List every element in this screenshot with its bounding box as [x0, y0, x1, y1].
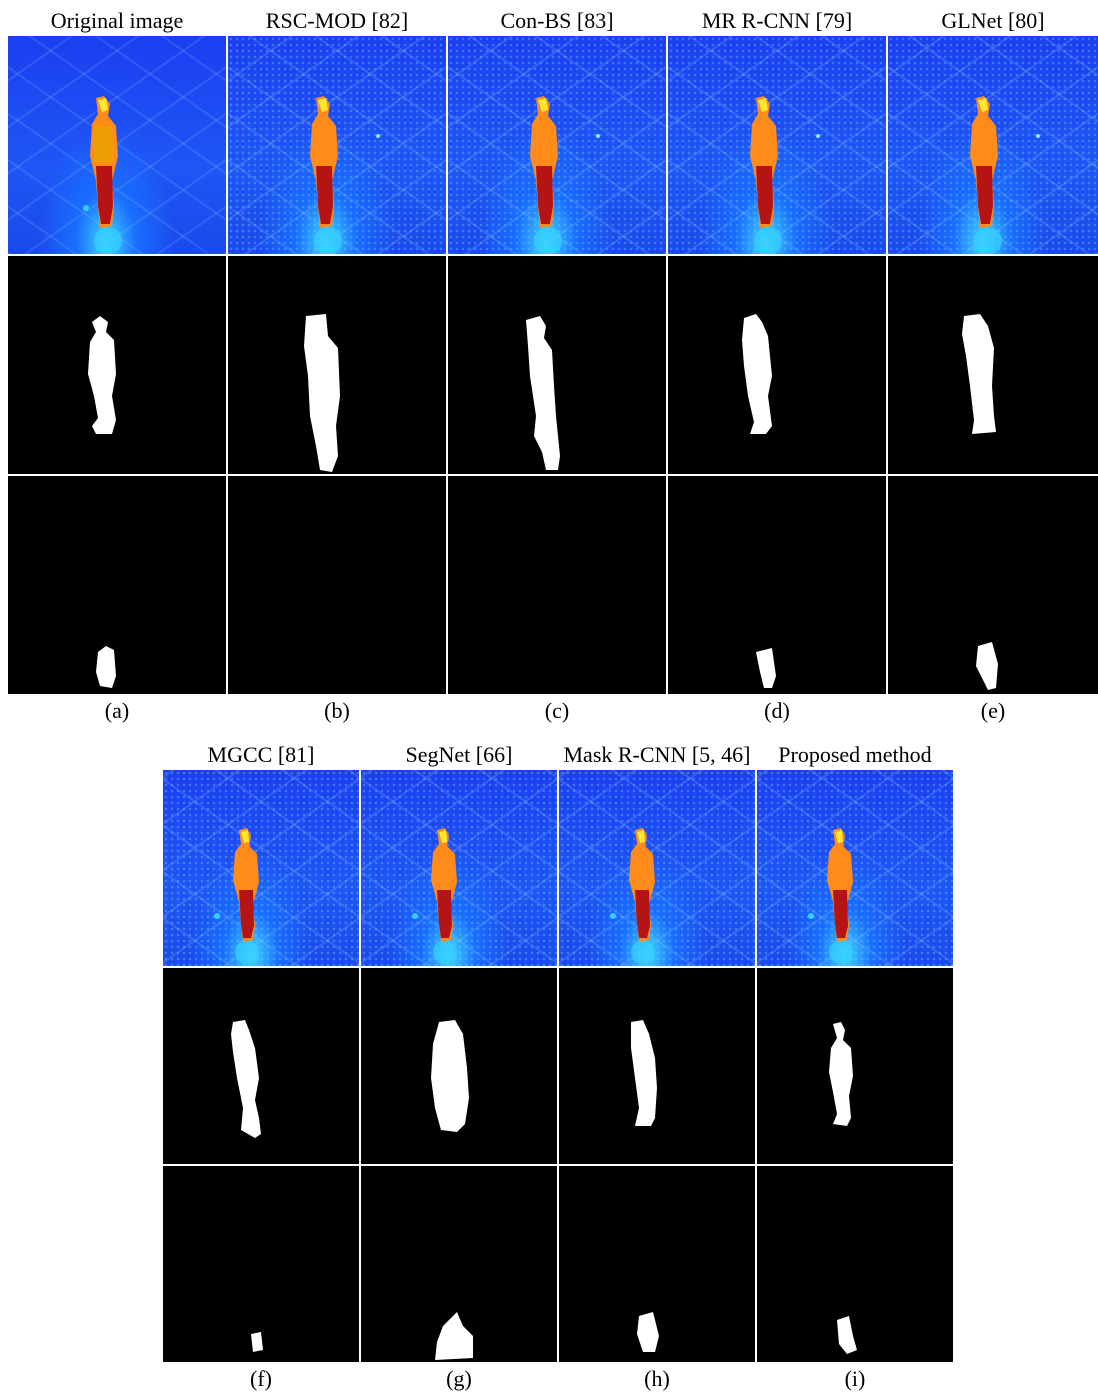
panel-title: MR R-CNN [79]	[701, 8, 853, 33]
segmentation-mask-2	[757, 1166, 953, 1362]
segmentation-mask-1	[668, 256, 886, 474]
bottom-figure-row: MGCC [81] (f)	[163, 740, 953, 1394]
thermal-image	[361, 770, 557, 966]
panel-d: MR R-CNN [79]	[668, 6, 886, 726]
mask-silhouette	[756, 648, 776, 688]
segmentation-mask-2	[559, 1166, 755, 1362]
segmentation-mask-2	[8, 476, 226, 694]
panel-a: Original image	[8, 6, 226, 726]
mask-silhouette	[304, 314, 340, 472]
segmentation-mask-1	[559, 968, 755, 1164]
mask-silhouette	[231, 1020, 261, 1138]
panel-title: Con-BS [83]	[500, 8, 614, 33]
panel-b: RSC-MOD [82] (b)	[228, 6, 446, 726]
mask-silhouette	[631, 1020, 657, 1126]
mask-silhouette	[251, 1332, 263, 1352]
mask-silhouette	[829, 1022, 853, 1126]
thermal-image	[559, 770, 755, 966]
panel-title: Proposed method	[778, 742, 932, 767]
segmentation-mask-1	[361, 968, 557, 1164]
segmentation-mask-1	[448, 256, 666, 474]
mask-silhouette	[96, 646, 116, 688]
mask-silhouette	[435, 1312, 473, 1360]
person-thermal-figure	[808, 828, 853, 964]
segmentation-mask-2	[888, 476, 1098, 694]
mask-silhouette	[431, 1020, 469, 1132]
panel-caption: (c)	[544, 698, 570, 723]
person-thermal-figure	[970, 96, 1040, 254]
panel-e: GLNet [80] (e	[888, 6, 1098, 726]
thermal-image	[757, 770, 953, 966]
thermal-image	[163, 770, 359, 966]
panel-title: GLNet [80]	[941, 8, 1045, 33]
panel-c: Con-BS [83] (c)	[448, 6, 666, 726]
person-thermal-figure	[530, 96, 600, 254]
panel-title: Mask R-CNN [5, 46]	[563, 742, 751, 767]
person-thermal-figure	[83, 96, 122, 254]
thermal-image	[888, 36, 1098, 254]
panel-title: RSC-MOD [82]	[265, 8, 409, 33]
person-thermal-figure	[610, 828, 655, 964]
panel-caption: (b)	[324, 698, 350, 723]
panel-title: MGCC [81]	[207, 742, 315, 767]
segmentation-mask-1	[888, 256, 1098, 474]
segmentation-mask-2	[163, 1166, 359, 1362]
segmentation-mask-1	[8, 256, 226, 474]
segmentation-mask-1	[228, 256, 446, 474]
segmentation-mask-2	[228, 476, 446, 694]
person-thermal-figure	[310, 96, 380, 254]
segmentation-mask-1	[163, 968, 359, 1164]
panel-h: Mask R-CNN [5, 46]	[559, 740, 755, 1394]
panel-g: SegNet [66] (	[361, 740, 557, 1394]
mask-silhouette	[962, 314, 996, 434]
mask-silhouette	[742, 314, 772, 434]
thermal-image	[448, 36, 666, 254]
panel-caption: (a)	[104, 698, 130, 723]
panel-f: MGCC [81] (f)	[163, 740, 359, 1394]
panel-title: Original image	[50, 8, 184, 33]
person-thermal-figure	[412, 828, 457, 964]
panel-caption: (d)	[764, 698, 790, 723]
panel-caption: (h)	[644, 1366, 670, 1391]
thermal-image	[668, 36, 886, 254]
person-thermal-figure	[750, 96, 820, 254]
mask-silhouette	[88, 316, 116, 434]
panel-caption: (f)	[250, 1366, 272, 1391]
panel-i: Proposed method	[757, 740, 953, 1394]
person-thermal-figure	[214, 828, 259, 964]
mask-silhouette	[837, 1316, 857, 1354]
mask-silhouette	[526, 316, 560, 470]
segmentation-mask-2	[668, 476, 886, 694]
panel-caption: (i)	[844, 1366, 866, 1391]
top-figure-row: Original image	[8, 6, 1098, 726]
mask-silhouette	[637, 1312, 659, 1352]
panel-title: SegNet [66]	[405, 742, 513, 767]
segmentation-mask-1	[757, 968, 953, 1164]
thermal-image	[8, 36, 226, 254]
segmentation-mask-2	[448, 476, 666, 694]
segmentation-mask-2	[361, 1166, 557, 1362]
panel-caption: (e)	[980, 698, 1006, 723]
thermal-image	[228, 36, 446, 254]
panel-caption: (g)	[446, 1366, 472, 1391]
mask-silhouette	[976, 642, 998, 690]
